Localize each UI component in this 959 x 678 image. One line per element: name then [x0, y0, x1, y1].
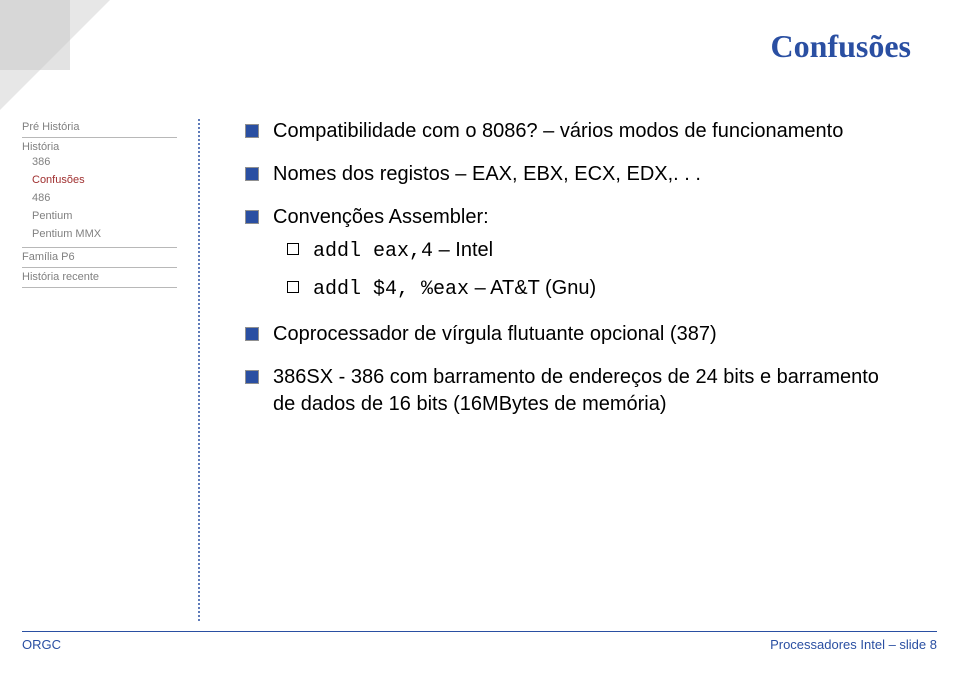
sidebar-section-historia[interactable]: História 386 Confusões 486 Pentium Penti…: [22, 138, 177, 248]
vertical-dotted-divider: [198, 118, 200, 623]
sidebar-section-label: História: [22, 141, 59, 153]
sidebar-item-confusoes[interactable]: Confusões: [22, 171, 177, 189]
bullet-compat: Compatibilidade com o 8086? – vários mod…: [273, 118, 905, 145]
code-intel: addl eax,4: [313, 240, 433, 263]
sidebar-item-386[interactable]: 386: [22, 153, 177, 171]
suffix-att: – AT&T (Gnu): [469, 277, 596, 299]
code-att: addl $4, %eax: [313, 278, 469, 301]
slide-title: Confusões: [771, 28, 911, 65]
slide-content: Compatibilidade com o 8086? – vários mod…: [245, 118, 905, 434]
bullet-square-icon: [245, 167, 259, 181]
sub-bullet-icon: [287, 281, 299, 293]
sidebar-nav: Pré História História 386 Confusões 486 …: [22, 118, 177, 288]
sub-intel: addl eax,4 – Intel: [313, 237, 905, 265]
corner-decoration: [0, 0, 110, 110]
footer-left: ORGC: [22, 637, 61, 652]
bullet-square-icon: [245, 327, 259, 341]
slide-footer: ORGC Processadores Intel – slide 8: [22, 631, 937, 652]
bullet-assembler: Convenções Assembler:: [273, 204, 905, 231]
sidebar-item-pentium-mmx[interactable]: Pentium MMX: [22, 225, 177, 243]
sidebar-section-familia-p6[interactable]: Família P6: [22, 248, 177, 268]
sidebar-item-486[interactable]: 486: [22, 189, 177, 207]
suffix-intel: – Intel: [433, 239, 493, 261]
bullet-square-icon: [245, 370, 259, 384]
bullet-386sx: 386SX - 386 com barramento de endereços …: [273, 364, 905, 418]
sidebar-section-historia-recente[interactable]: História recente: [22, 268, 177, 288]
footer-right: Processadores Intel – slide 8: [770, 637, 937, 652]
sidebar-section-pre-historia[interactable]: Pré História: [22, 118, 177, 138]
bullet-registos: Nomes dos registos – EAX, EBX, ECX, EDX,…: [273, 161, 905, 188]
bullet-square-icon: [245, 210, 259, 224]
sub-att: addl $4, %eax – AT&T (Gnu): [313, 275, 905, 303]
bullet-square-icon: [245, 124, 259, 138]
bullet-coprocessador: Coprocessador de vírgula flutuante opcio…: [273, 321, 905, 348]
sub-bullet-icon: [287, 243, 299, 255]
sidebar-item-pentium[interactable]: Pentium: [22, 207, 177, 225]
